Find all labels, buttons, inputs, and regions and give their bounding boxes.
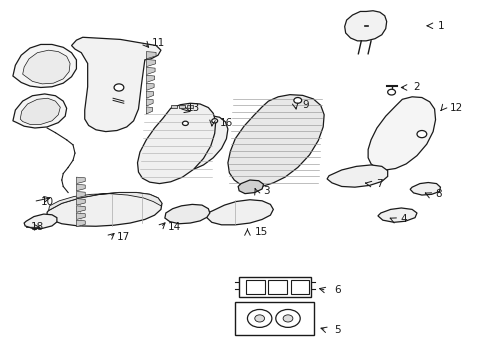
Polygon shape: [165, 204, 210, 224]
Bar: [269, 280, 287, 294]
Bar: [235, 302, 315, 335]
Polygon shape: [76, 192, 85, 198]
Text: 12: 12: [450, 103, 464, 113]
Polygon shape: [147, 75, 155, 82]
Text: 6: 6: [334, 285, 341, 296]
Text: 18: 18: [31, 222, 44, 232]
Polygon shape: [207, 200, 273, 225]
Polygon shape: [147, 91, 154, 98]
Polygon shape: [410, 183, 441, 195]
Polygon shape: [167, 116, 228, 171]
Polygon shape: [327, 165, 388, 187]
Bar: [179, 105, 185, 108]
Text: 7: 7: [376, 179, 383, 189]
Polygon shape: [76, 213, 85, 220]
Text: 11: 11: [152, 38, 166, 48]
Text: 15: 15: [255, 227, 268, 237]
Circle shape: [247, 310, 272, 327]
Polygon shape: [76, 184, 85, 191]
Polygon shape: [76, 177, 85, 184]
Text: 14: 14: [168, 222, 181, 232]
Polygon shape: [147, 51, 156, 59]
Bar: [246, 280, 265, 294]
Polygon shape: [228, 95, 324, 187]
Text: 17: 17: [117, 232, 130, 242]
Polygon shape: [49, 193, 162, 211]
Polygon shape: [147, 99, 153, 106]
Polygon shape: [147, 107, 153, 114]
Bar: [187, 105, 193, 108]
Text: 8: 8: [436, 189, 442, 199]
Circle shape: [417, 131, 427, 138]
Polygon shape: [147, 67, 155, 75]
Polygon shape: [20, 98, 60, 125]
Polygon shape: [368, 97, 436, 170]
Text: 10: 10: [41, 197, 54, 207]
Text: 1: 1: [438, 21, 444, 31]
Polygon shape: [13, 94, 67, 128]
Polygon shape: [76, 220, 85, 226]
Circle shape: [276, 310, 300, 327]
Polygon shape: [147, 59, 156, 67]
Polygon shape: [76, 199, 85, 205]
Polygon shape: [47, 193, 162, 226]
Bar: [291, 280, 310, 294]
Polygon shape: [72, 37, 161, 132]
Polygon shape: [344, 11, 387, 41]
Polygon shape: [76, 206, 85, 212]
Text: 16: 16: [220, 118, 233, 128]
Bar: [171, 105, 176, 108]
Polygon shape: [13, 44, 76, 87]
Circle shape: [283, 315, 293, 322]
Polygon shape: [238, 180, 264, 194]
Circle shape: [255, 315, 265, 322]
Circle shape: [114, 84, 124, 91]
Polygon shape: [378, 208, 417, 222]
Text: 2: 2: [414, 82, 420, 93]
Polygon shape: [23, 50, 70, 84]
Polygon shape: [24, 214, 57, 228]
Polygon shape: [147, 83, 154, 90]
Text: 9: 9: [303, 100, 309, 110]
Bar: [239, 277, 312, 297]
Text: 5: 5: [334, 325, 341, 335]
Circle shape: [182, 121, 188, 126]
Text: 13: 13: [186, 103, 199, 113]
Circle shape: [212, 119, 218, 123]
Text: 3: 3: [264, 186, 270, 197]
Circle shape: [294, 98, 302, 103]
Polygon shape: [138, 103, 216, 184]
Text: 4: 4: [400, 215, 407, 224]
Circle shape: [388, 89, 395, 95]
